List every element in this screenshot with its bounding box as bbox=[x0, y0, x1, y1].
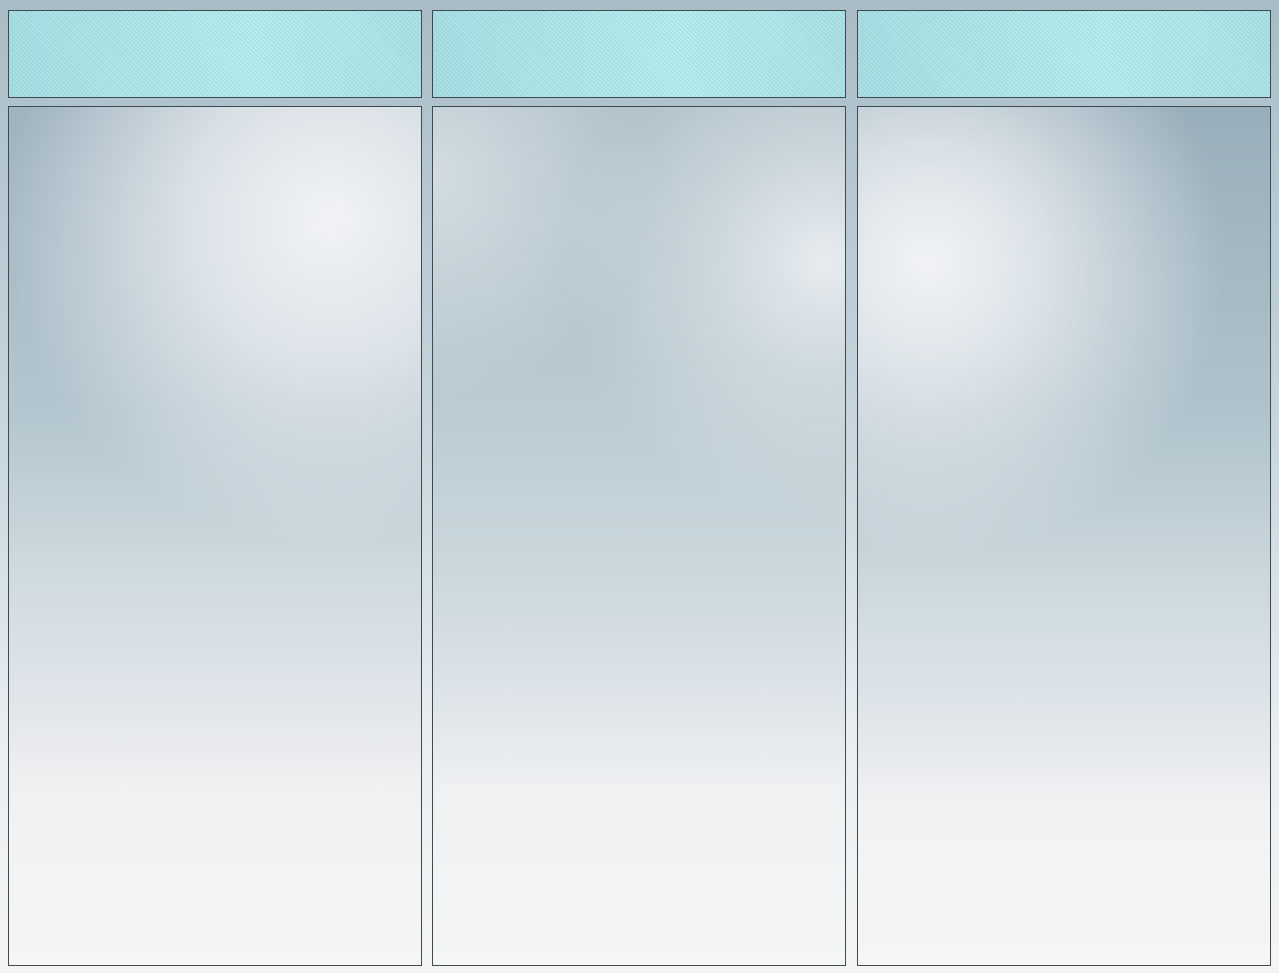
column-1-header bbox=[8, 10, 422, 98]
column-2-panel bbox=[432, 106, 846, 966]
column-2-header bbox=[432, 10, 846, 98]
column-3-panel bbox=[857, 106, 1271, 966]
column-1-panel bbox=[8, 106, 422, 966]
column-3-header bbox=[857, 10, 1271, 98]
